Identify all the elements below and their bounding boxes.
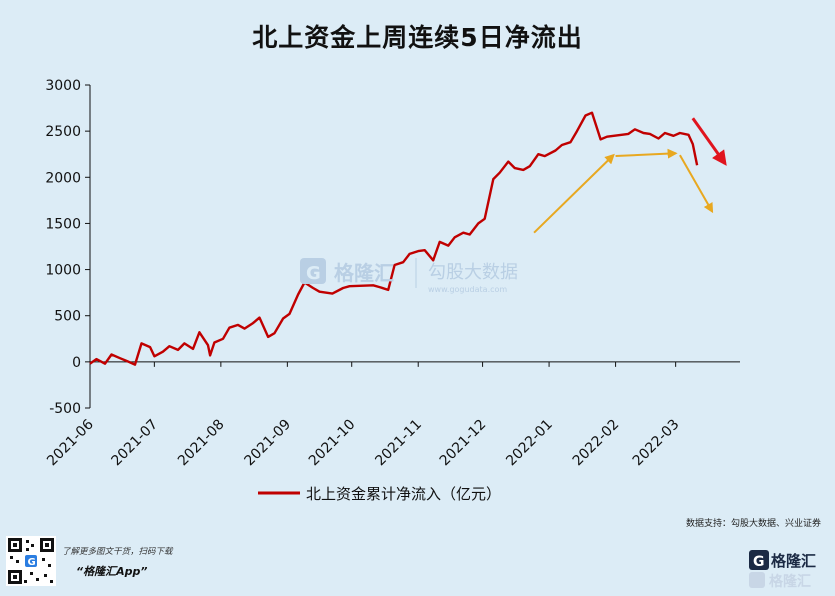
brand-name: 格隆汇: [771, 552, 816, 570]
y-tick-label: 500: [54, 309, 81, 325]
red-trend-arrow: [691, 117, 727, 166]
axes: [89, 85, 740, 408]
svg-text:格隆汇: 格隆汇: [769, 573, 811, 590]
footer-caption: 了解更多图文干货，扫码下载: [62, 547, 173, 557]
x-tick-label: 2021-08: [175, 417, 228, 470]
x-tick-label: 2021-11: [372, 417, 425, 470]
y-tick-label: 0: [72, 355, 81, 371]
x-tick-label: 2022-02: [570, 417, 623, 470]
y-tick-label: 1500: [45, 216, 81, 232]
x-tick-label: 2022-03: [630, 417, 683, 470]
y-axis-ticks: -500 0 500 1000 1500 2000 2500 3000: [45, 78, 90, 417]
watermark-logo-icon: [300, 258, 326, 284]
x-tick-label: 2022-01: [503, 417, 556, 470]
chart-title: 北上资金上周连续5日净流出: [252, 23, 583, 52]
series-line: [89, 111, 699, 366]
y-tick-label: -500: [49, 401, 81, 417]
annotations: [533, 117, 727, 234]
footer-app-name: “格隆汇App”: [76, 565, 148, 578]
watermark-name: 格隆汇: [334, 261, 394, 285]
qr-code-icon[interactable]: G: [6, 536, 56, 586]
brand-logo: G 格隆汇 格隆汇: [749, 548, 825, 590]
x-tick-label: 2021-09: [242, 417, 295, 470]
x-tick-label: 2021-06: [44, 416, 97, 469]
y-tick-label: 3000: [45, 78, 81, 94]
svg-text:G: G: [753, 554, 765, 570]
x-tick-label: 2021-12: [437, 417, 490, 470]
svg-text:G: G: [306, 263, 321, 284]
watermark-sub: 勾股大数据: [428, 262, 518, 283]
legend-label: 北上资金累计净流入（亿元）: [306, 485, 501, 503]
y-tick-label: 2000: [45, 170, 81, 186]
watermark: G 格隆汇 勾股大数据 www.gogudata.com: [298, 254, 548, 300]
svg-text:G: G: [28, 557, 36, 568]
x-axis-ticks: 2021-06 2021-07 2021-08 2021-09 2021-10 2021-…: [44, 361, 683, 470]
y-tick-label: 2500: [45, 124, 81, 140]
series: [89, 111, 699, 366]
watermark-url: www.gogudata.com: [428, 285, 507, 294]
y-tick-label: 1000: [45, 263, 81, 279]
gold-trend-arrow: [679, 154, 714, 214]
gold-trend-arrow: [615, 148, 678, 159]
brand-logo-icon: [749, 550, 769, 570]
gold-trend-arrow: [533, 153, 615, 234]
legend: 北上资金累计净流入（亿元）: [258, 485, 501, 503]
source-note: 数据支持：勾股大数据、兴业证券: [685, 519, 821, 529]
x-tick-label: 2021-10: [306, 417, 359, 470]
x-tick-label: 2021-07: [109, 417, 162, 470]
